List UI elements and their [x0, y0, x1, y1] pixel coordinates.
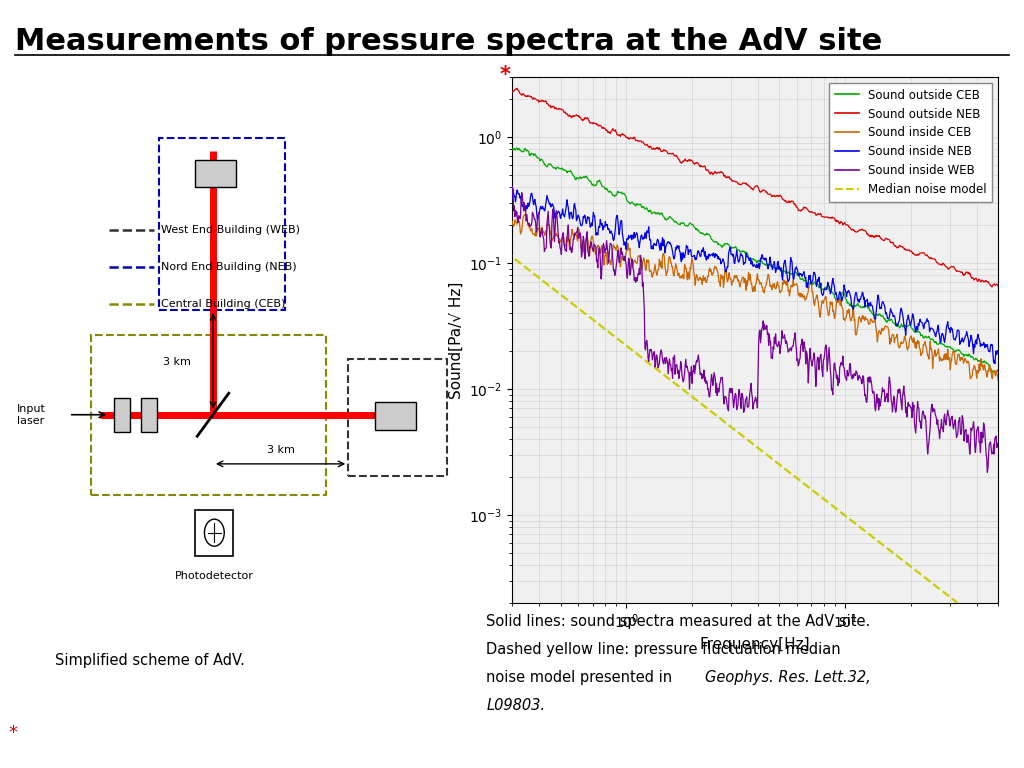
- Text: 9: 9: [988, 730, 998, 748]
- Y-axis label: Sound[Pa/√ Hz]: Sound[Pa/√ Hz]: [449, 281, 464, 399]
- Text: L09803.: L09803.: [486, 698, 546, 713]
- Legend: Sound outside CEB, Sound outside NEB, Sound inside CEB, Sound inside NEB, Sound : Sound outside CEB, Sound outside NEB, So…: [829, 83, 992, 202]
- Text: *: *: [500, 65, 510, 85]
- Text: Photodetector: Photodetector: [175, 571, 254, 581]
- Text: EGRAAL Meeting 10/01/2018: EGRAAL Meeting 10/01/2018: [410, 730, 649, 748]
- Text: Geophys. Res. Lett.32,: Geophys. Res. Lett.32,: [706, 670, 871, 685]
- Text: 3 km: 3 km: [266, 445, 295, 455]
- Text: Central Building (CEB): Central Building (CEB): [161, 299, 286, 310]
- X-axis label: Frequency[Hz]: Frequency[Hz]: [699, 637, 811, 652]
- Text: Solid lines: sound spectra measured at the AdV site.: Solid lines: sound spectra measured at t…: [486, 614, 870, 629]
- Text: *: *: [8, 723, 17, 742]
- Text: Dashed yellow line: pressure fluctuation median: Dashed yellow line: pressure fluctuation…: [486, 642, 841, 657]
- Text: Measurements of pressure spectra at the AdV site: Measurements of pressure spectra at the …: [15, 27, 883, 56]
- Text: noise model presented in: noise model presented in: [486, 670, 677, 685]
- Bar: [195, 160, 236, 187]
- Bar: [114, 398, 130, 432]
- Bar: [375, 402, 416, 430]
- Bar: [195, 510, 233, 556]
- Bar: [141, 398, 157, 432]
- Text: 3 km: 3 km: [163, 357, 190, 368]
- Text: West End Building (WEB): West End Building (WEB): [161, 225, 300, 236]
- Text: Input
laser: Input laser: [17, 404, 46, 425]
- Text: Nord End Building (NEB): Nord End Building (NEB): [161, 262, 297, 273]
- Text: Simplified scheme of AdV.: Simplified scheme of AdV.: [55, 653, 245, 668]
- Text: I. Fiori, D.Fiorucci, J.Harms, F.Paoletti: I. Fiori, D.Fiorucci, J.Harms, F.Paolett…: [23, 730, 325, 748]
